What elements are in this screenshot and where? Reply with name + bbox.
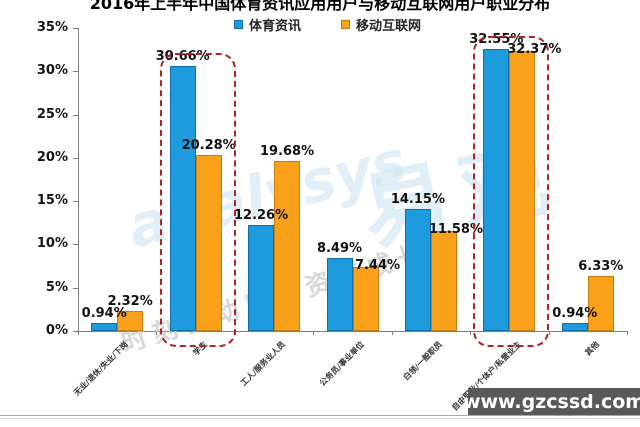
y-tick-10 xyxy=(73,244,78,246)
bar-s1-c5 xyxy=(509,50,536,331)
highlight-cat-1 xyxy=(159,52,236,347)
x-category-label-2: 工人/服务业人员 xyxy=(239,339,288,388)
x-tick-3 xyxy=(313,331,315,335)
x-tick-4 xyxy=(391,331,393,335)
legend-item-sports-info: 体育资讯 xyxy=(233,15,301,34)
y-tick-label-5: 5% xyxy=(45,279,68,295)
y-tick-label-30: 30% xyxy=(36,63,68,79)
footer-site-badge: www.gzcssd.com xyxy=(463,388,640,415)
data-label-s0-c0: 0.94% xyxy=(81,305,127,321)
x-tick-0 xyxy=(78,331,79,335)
footer-divider-line-faint xyxy=(0,418,640,419)
data-label-s0-c3: 8.49% xyxy=(316,240,363,256)
bar-s0-c3 xyxy=(326,257,353,331)
y-tick-0 xyxy=(73,331,78,332)
x-tick-6 xyxy=(548,331,550,335)
bar-s0-c5 xyxy=(483,49,510,331)
legend-label: 体育资讯 xyxy=(248,19,301,34)
highlight-cat-5 xyxy=(473,36,550,347)
legend-swatch-blue-icon xyxy=(233,20,243,29)
data-label-s1-c0: 2.32% xyxy=(107,293,153,309)
footer-divider-line xyxy=(0,415,640,416)
data-label-s0-c2: 12.26% xyxy=(233,207,289,223)
bar-s0-c4 xyxy=(404,208,431,331)
x-tick-1 xyxy=(156,331,158,335)
y-tick-5 xyxy=(73,287,78,289)
data-label-s1-c3: 7.44% xyxy=(354,257,401,273)
bar-s1-c1 xyxy=(195,155,222,331)
chart-title: 2016年上半年中国体育资讯应用用户与移动互联网用户职业分布 xyxy=(89,0,551,13)
y-tick-25 xyxy=(73,114,78,116)
y-axis-line xyxy=(78,28,79,331)
data-label-s1-c4: 11.58% xyxy=(428,221,483,237)
bar-s0-c6 xyxy=(561,322,588,331)
bar-s1-c4 xyxy=(430,230,457,331)
y-tick-label-15: 15% xyxy=(36,193,68,209)
x-category-label-0: 无业/退休/失业/下岗 xyxy=(72,339,131,398)
bar-s1-c0 xyxy=(117,310,144,331)
y-tick-label-35: 35% xyxy=(36,20,68,35)
data-label-s0-c4: 14.15% xyxy=(390,191,445,207)
y-tick-label-10: 10% xyxy=(36,236,68,252)
bar-s1-c6 xyxy=(587,276,614,331)
y-tick-35 xyxy=(73,28,78,29)
bar-s0-c1 xyxy=(169,65,196,331)
data-label-s1-c1: 20.28% xyxy=(181,138,236,154)
x-category-label-3: 公务员/事业单位 xyxy=(317,339,366,388)
y-tick-label-25: 25% xyxy=(36,106,68,122)
x-category-label-4: 白领/一般职员 xyxy=(401,339,445,383)
x-tick-5 xyxy=(470,331,472,335)
bar-s0-c0 xyxy=(91,322,118,331)
bar-s1-c3 xyxy=(352,266,379,331)
footer-site-text: www.gzcssd.com xyxy=(462,390,640,413)
y-tick-15 xyxy=(73,201,78,203)
x-tick-7 xyxy=(627,331,628,335)
data-label-s1-c6: 6.33% xyxy=(578,259,624,275)
y-tick-30 xyxy=(73,71,78,73)
y-tick-20 xyxy=(73,157,78,159)
x-category-label-6: 其他 xyxy=(583,339,601,358)
legend-label: 移动互联网 xyxy=(355,19,421,34)
data-label-s1-c2: 19.68% xyxy=(259,143,315,159)
data-label-s0-c6: 0.94% xyxy=(552,305,598,321)
y-tick-label-20: 20% xyxy=(36,149,68,165)
y-tick-label-0: 0% xyxy=(45,323,68,338)
legend-item-mobile-internet: 移动互联网 xyxy=(340,15,421,34)
legend-swatch-orange-icon xyxy=(340,20,350,29)
x-axis-line xyxy=(78,331,628,332)
bar-s1-c2 xyxy=(274,160,301,331)
legend: 体育资讯 移动互联网 xyxy=(233,15,421,34)
bar-s0-c2 xyxy=(248,224,275,331)
